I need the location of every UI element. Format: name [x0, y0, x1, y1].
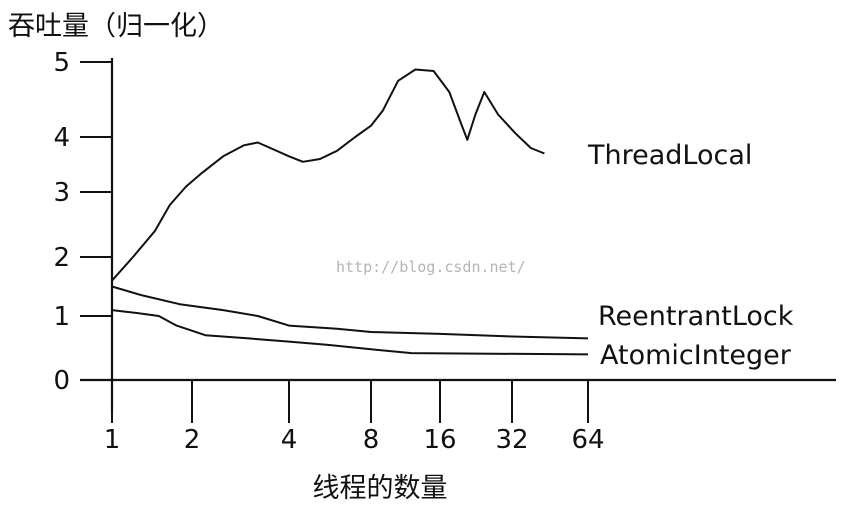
x-tick-label: 64	[571, 425, 604, 455]
x-tick-label: 8	[363, 425, 380, 455]
x-axis-label: 线程的数量	[313, 473, 448, 504]
watermark: http://blog.csdn.net/	[336, 258, 526, 276]
series-label-atomic-integer: AtomicInteger	[600, 340, 792, 371]
y-axis-label: 吞吐量（归一化）	[8, 11, 224, 42]
x-tick-label: 32	[495, 425, 528, 455]
y-tick-label: 3	[53, 178, 70, 208]
x-tick-label: 4	[281, 425, 298, 455]
x-tick-label: 2	[184, 425, 201, 455]
series-label-reentrant-lock: ReentrantLock	[598, 301, 794, 332]
y-tick-label: 2	[53, 243, 70, 273]
x-tick-label: 1	[104, 425, 121, 455]
series-line-atomic-integer	[111, 309, 589, 356]
y-tick-label: 4	[53, 123, 70, 153]
y-tick-label: 5	[53, 48, 70, 78]
series-line-thread-local	[111, 68, 545, 282]
y-tick-label: 0	[53, 366, 70, 396]
y-tick-label: 1	[53, 302, 70, 332]
series-label-thread-local: ThreadLocal	[587, 140, 752, 171]
series-line-reentrant-lock	[111, 285, 589, 340]
x-tick-label: 16	[423, 425, 456, 455]
